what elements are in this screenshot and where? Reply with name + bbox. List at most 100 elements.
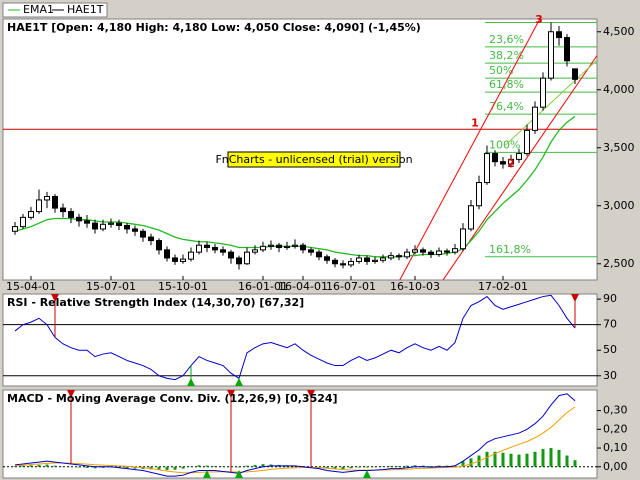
y-tick-label: 4,000: [603, 83, 635, 96]
candle-body: [372, 259, 378, 262]
fib-label: 76,4%: [489, 100, 524, 113]
histogram-bar: [397, 466, 401, 467]
histogram-bar: [437, 465, 441, 467]
histogram-bar: [325, 466, 329, 469]
x-tick-label: 16-04-01: [278, 280, 328, 293]
fib-label: 38,2%: [489, 49, 524, 62]
histogram-bar: [365, 466, 369, 468]
fib-label: 61,8%: [489, 78, 524, 91]
panel: [2, 293, 598, 387]
candle-body: [444, 250, 450, 253]
candle-body: [100, 223, 106, 230]
candle-body: [508, 158, 514, 165]
histogram-bar: [341, 466, 345, 470]
candle-body: [148, 236, 154, 242]
histogram-bar: [517, 454, 521, 467]
histogram-bar: [565, 455, 569, 467]
histogram-bar: [557, 449, 561, 467]
histogram-bar: [333, 466, 337, 469]
series-line: [14, 393, 576, 477]
candle-body: [276, 244, 282, 249]
histogram-bar: [485, 451, 489, 467]
plot: [3, 390, 597, 478]
candle-body: [284, 245, 290, 249]
candle-body: [204, 244, 210, 249]
histogram-bar: [349, 466, 353, 469]
x-tick-label: 16-01-01: [238, 280, 288, 293]
histogram-bar: [165, 466, 169, 471]
candle-body: [188, 251, 194, 260]
histogram-bar: [205, 465, 209, 467]
sell-signal: [307, 390, 315, 398]
candle-body: [236, 257, 242, 265]
candle-body: [532, 106, 538, 131]
histogram-bar: [445, 465, 449, 467]
histogram-bar: [469, 458, 473, 467]
histogram-bar: [213, 466, 217, 467]
candle-body: [332, 259, 338, 265]
histogram-bar: [93, 466, 97, 469]
series-line: [14, 294, 576, 381]
candle-body: [108, 222, 114, 225]
histogram-bar: [237, 466, 241, 468]
histogram-bar: [85, 466, 89, 468]
x-tick-label: 16-10-03: [390, 280, 440, 293]
candle-body: [116, 222, 122, 226]
histogram-bar: [101, 466, 105, 468]
candle-body: [180, 258, 186, 262]
candle-body: [244, 251, 250, 265]
histogram-bar: [77, 466, 81, 468]
panel: [2, 18, 598, 281]
candle-body: [420, 249, 426, 253]
buy-signal: [363, 470, 371, 478]
trend-line: [399, 19, 541, 280]
sell-signal: [227, 390, 235, 398]
histogram-bar: [53, 465, 57, 467]
histogram-bar: [413, 465, 417, 467]
histogram-bar: [541, 448, 545, 467]
histogram-bar: [405, 465, 409, 467]
x-tick-label: 15-10-01: [158, 280, 208, 293]
y-tick-label: 90: [603, 292, 617, 305]
histogram-bar: [493, 451, 497, 467]
y-tick-label: 0,30: [603, 404, 628, 417]
y-tick-label: 3,000: [603, 199, 635, 212]
histogram-bar: [429, 466, 433, 467]
candle-body: [252, 249, 258, 253]
candle-body: [84, 220, 90, 224]
y-tick-label: 0,20: [603, 422, 628, 435]
candle-body: [172, 257, 178, 262]
candle-body: [564, 37, 570, 62]
candle-body: [452, 248, 458, 253]
candle-body: [228, 251, 234, 259]
panel-title: HAE1T [Open: 4,180 High: 4,180 Low: 4,05…: [7, 21, 421, 34]
candle-body: [124, 224, 130, 230]
candle-body: [268, 244, 274, 247]
candle-body: [20, 216, 26, 228]
x-tick-label: 17-02-01: [478, 280, 528, 293]
histogram-bar: [181, 466, 185, 469]
candle-body: [300, 244, 306, 251]
fib-label: 50%: [489, 64, 513, 77]
y-tick-label: 0,00: [603, 460, 628, 473]
histogram-bar: [157, 466, 161, 470]
y-tick-label: 70: [603, 318, 617, 331]
histogram-bar: [549, 448, 553, 467]
candle-body: [516, 153, 522, 160]
candle-body: [428, 251, 434, 255]
candle-body: [500, 161, 506, 165]
candle-body: [292, 244, 298, 247]
histogram-bar: [357, 466, 361, 468]
candle-body: [340, 263, 346, 266]
watermark-box: [227, 151, 401, 168]
candle-body: [196, 244, 202, 253]
sell-signal: [571, 294, 579, 302]
legend-label: HAE1T: [67, 3, 104, 16]
candle-body: [460, 228, 466, 250]
panel-title: MACD - Moving Average Conv. Div. (12,26,…: [7, 392, 338, 405]
histogram-bar: [29, 465, 33, 467]
histogram-bar: [21, 465, 25, 467]
candle-body: [316, 251, 322, 258]
y-tick-label: 30: [603, 369, 617, 382]
histogram-bar: [197, 465, 201, 467]
